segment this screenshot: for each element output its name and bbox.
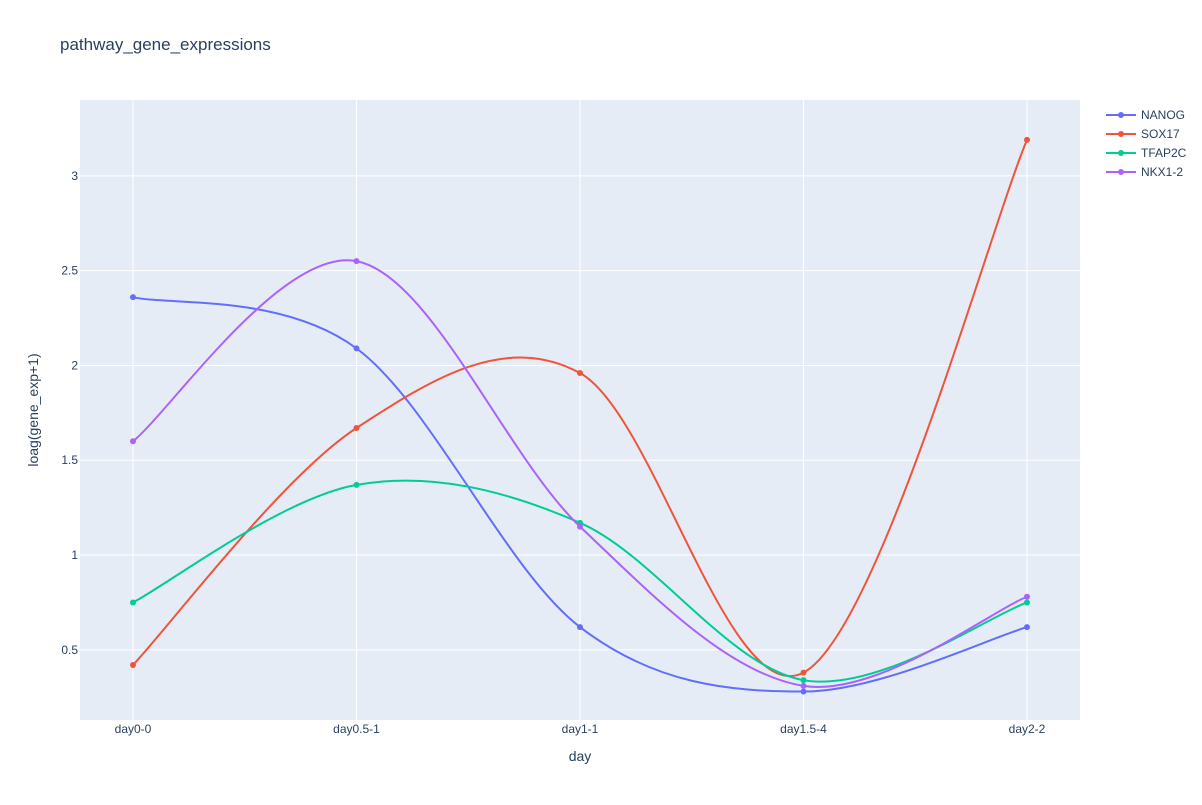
chart-title: pathway_gene_expressions: [60, 35, 271, 54]
data-point-tfap2c: [1024, 599, 1030, 606]
legend: NANOG SOX17 TFAP2C NKX1-2: [1106, 108, 1187, 179]
legend-item-sox17[interactable]: SOX17: [1106, 127, 1180, 141]
legend-label: TFAP2C: [1141, 146, 1187, 160]
x-tick-label: day1.5-4: [780, 722, 827, 736]
series-sox17: [130, 136, 1030, 677]
data-point-sox17: [577, 370, 583, 377]
series-tfap2c: [130, 479, 1030, 684]
data-point-nkx1-2: [353, 258, 360, 265]
x-tick-label: day0-0: [115, 722, 152, 736]
legend-item-nanog[interactable]: NANOG: [1106, 108, 1185, 122]
legend-label: NKX1-2: [1141, 165, 1183, 179]
y-tick-label: 1.5: [61, 453, 78, 467]
y-axis-ticks: 0.5 1 1.5 2 2.5 3: [61, 169, 78, 657]
y-tick-label: 0.5: [61, 643, 78, 657]
data-point-tfap2c: [800, 677, 807, 684]
data-point-nanog: [1024, 624, 1030, 631]
x-axis-title: day: [569, 748, 592, 764]
grid-lines: [80, 100, 1080, 720]
series-line-sox17: [132, 139, 1028, 677]
series-layer: [130, 136, 1030, 695]
data-point-nkx1-2: [577, 523, 583, 530]
series-nkx1-2: [130, 258, 1030, 689]
x-tick-label: day0.5-1: [333, 722, 380, 736]
data-point-tfap2c: [353, 481, 360, 488]
data-point-sox17: [130, 662, 136, 669]
data-point-nanog: [577, 624, 583, 631]
series-line-nanog: [132, 296, 1028, 693]
legend-marker: [1118, 150, 1124, 156]
y-tick-label: 2: [71, 358, 78, 372]
y-tick-label: 1: [71, 548, 78, 562]
data-point-tfap2c: [130, 599, 136, 606]
series-nanog: [130, 294, 1030, 695]
legend-marker: [1118, 131, 1124, 137]
data-point-nanog: [130, 294, 136, 301]
data-point-sox17: [800, 669, 807, 676]
data-point-nkx1-2: [1024, 593, 1030, 600]
x-axis-ticks: day0-0 day0.5-1 day1-1 day1.5-4 day2-2: [115, 722, 1046, 736]
x-tick-label: day1-1: [562, 722, 599, 736]
legend-item-nkx1-2[interactable]: NKX1-2: [1106, 165, 1183, 179]
data-point-nkx1-2: [800, 682, 807, 689]
data-point-nanog: [800, 688, 807, 695]
y-tick-label: 2.5: [61, 264, 78, 278]
series-line-nkx1-2: [132, 259, 1028, 688]
y-tick-label: 3: [71, 169, 78, 183]
x-tick-label: day2-2: [1009, 722, 1046, 736]
data-point-nkx1-2: [130, 438, 136, 445]
y-axis-title: loag(gene_exp+1): [25, 353, 41, 466]
data-point-sox17: [353, 425, 360, 432]
legend-marker: [1118, 112, 1124, 118]
legend-label: SOX17: [1141, 127, 1180, 141]
legend-label: NANOG: [1141, 108, 1185, 122]
data-point-nanog: [353, 345, 360, 352]
legend-marker: [1118, 169, 1124, 175]
data-point-sox17: [1024, 136, 1030, 143]
legend-item-tfap2c[interactable]: TFAP2C: [1106, 146, 1187, 160]
